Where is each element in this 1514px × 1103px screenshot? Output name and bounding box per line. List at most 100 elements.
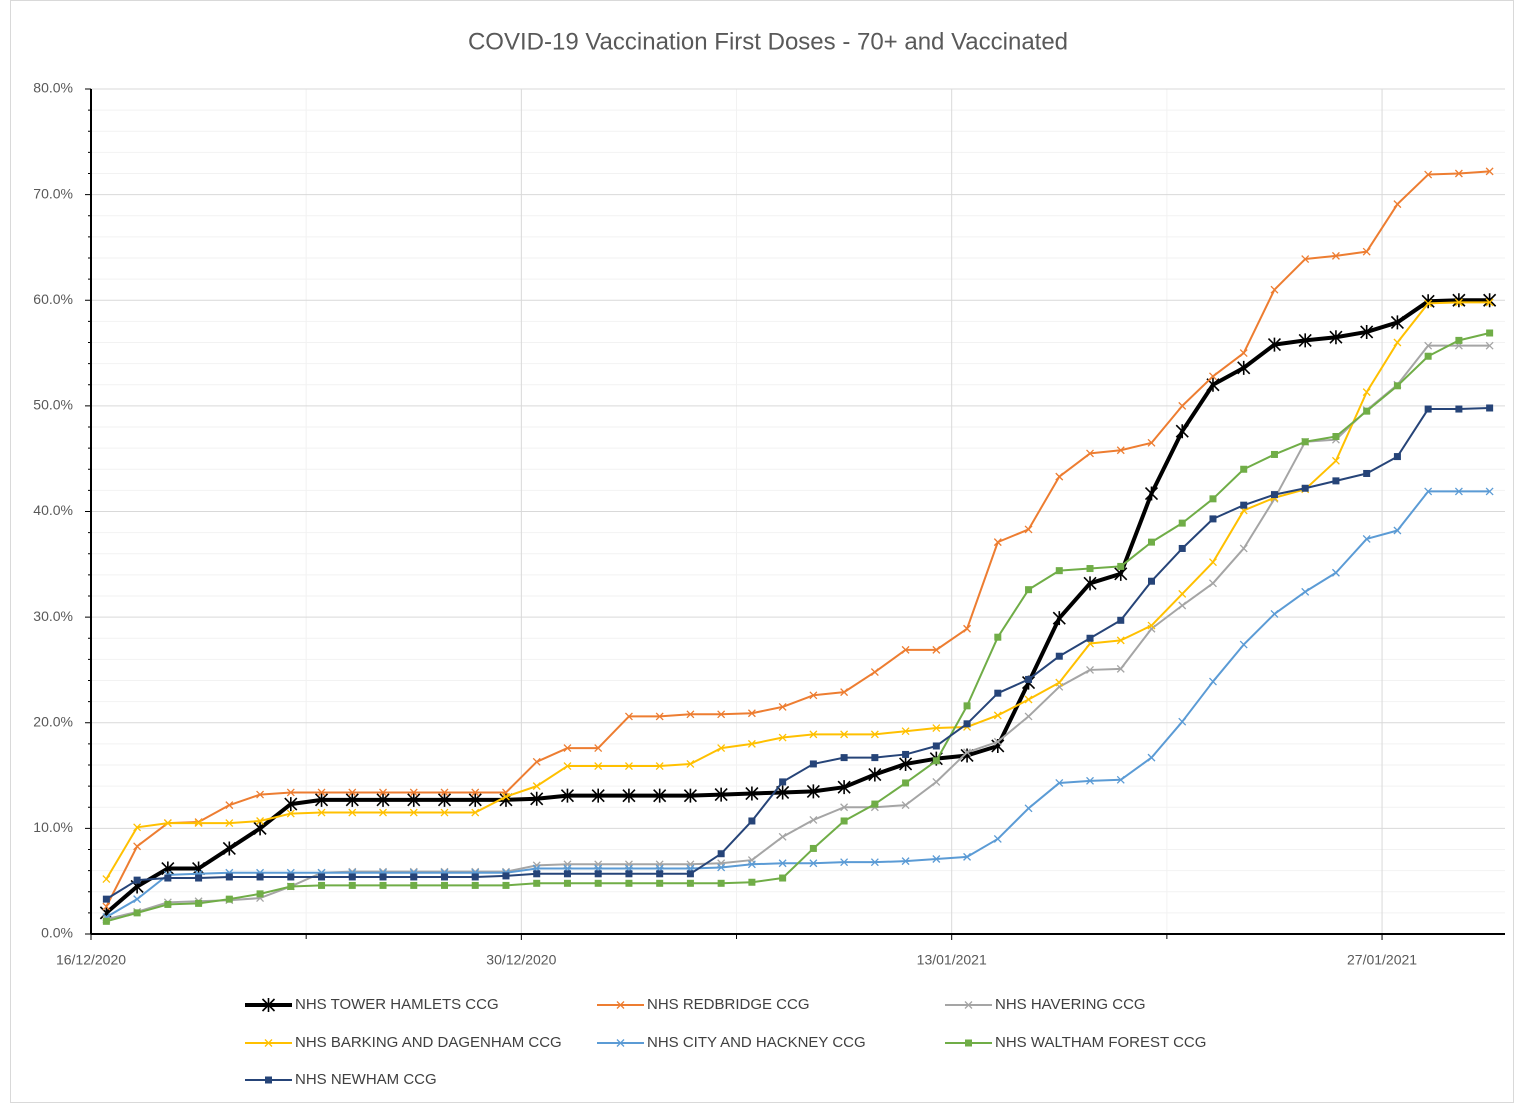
- marker: [1270, 450, 1278, 458]
- marker: [686, 759, 695, 768]
- marker: [591, 788, 605, 803]
- marker: [1055, 472, 1064, 481]
- marker: [1116, 636, 1125, 645]
- marker: [655, 712, 664, 721]
- series: [102, 167, 1494, 911]
- marker: [1086, 634, 1094, 642]
- marker: [686, 710, 695, 719]
- marker: [717, 879, 725, 887]
- marker: [779, 874, 787, 882]
- marker: [1393, 200, 1402, 209]
- y-tick-label: 50.0%: [33, 397, 73, 413]
- marker: [1393, 338, 1402, 347]
- marker: [994, 633, 1002, 641]
- marker: [1332, 477, 1340, 485]
- marker: [471, 808, 480, 817]
- marker: [1454, 298, 1463, 307]
- marker: [1301, 438, 1309, 446]
- marker: [286, 788, 295, 797]
- marker: [102, 875, 111, 884]
- marker: [1331, 251, 1340, 260]
- marker: [656, 879, 664, 887]
- marker: [1331, 456, 1340, 465]
- legend-label: NHS HAVERING CCG: [995, 996, 1146, 1013]
- marker: [1485, 487, 1494, 496]
- marker: [133, 823, 142, 832]
- marker: [653, 788, 667, 803]
- marker: [261, 998, 276, 1012]
- marker: [225, 819, 234, 828]
- marker: [806, 784, 820, 799]
- marker: [1360, 324, 1374, 339]
- marker: [594, 762, 603, 771]
- marker: [809, 691, 818, 700]
- marker: [533, 879, 541, 887]
- marker: [563, 879, 571, 887]
- marker: [993, 737, 1002, 746]
- marker: [379, 881, 387, 889]
- marker: [1148, 577, 1155, 585]
- marker: [286, 809, 295, 818]
- marker: [1209, 677, 1217, 686]
- marker: [194, 819, 203, 828]
- marker: [284, 797, 298, 812]
- marker: [1144, 486, 1159, 501]
- marker: [809, 859, 818, 868]
- y-tick-label: 10.0%: [33, 819, 73, 835]
- marker: [686, 870, 694, 878]
- marker: [870, 730, 879, 739]
- marker: [1486, 329, 1494, 337]
- marker: [932, 724, 941, 732]
- y-tick-label: 0.0%: [41, 925, 73, 941]
- marker: [1178, 717, 1187, 726]
- y-tick-label: 70.0%: [33, 185, 73, 201]
- marker: [625, 879, 633, 887]
- marker: [379, 788, 387, 797]
- marker: [1267, 337, 1282, 352]
- marker: [902, 779, 910, 787]
- marker: [1237, 360, 1251, 375]
- marker: [1363, 407, 1371, 415]
- marker: [225, 873, 233, 881]
- marker: [1147, 753, 1156, 762]
- marker: [932, 645, 941, 654]
- marker: [594, 879, 602, 887]
- marker: [256, 890, 264, 898]
- marker: [932, 742, 940, 750]
- marker: [717, 710, 726, 719]
- marker: [1052, 611, 1066, 626]
- marker: [1452, 293, 1466, 308]
- marker: [1086, 776, 1094, 785]
- marker: [1270, 285, 1279, 294]
- marker: [965, 1039, 972, 1047]
- marker: [717, 744, 726, 753]
- marker: [471, 788, 480, 797]
- marker: [222, 841, 236, 856]
- marker: [1055, 778, 1064, 787]
- marker: [317, 808, 326, 817]
- marker: [1424, 352, 1432, 360]
- marker: [747, 860, 756, 869]
- marker: [1424, 341, 1433, 350]
- marker: [1485, 167, 1494, 176]
- marker: [1270, 491, 1278, 499]
- marker: [994, 689, 1002, 697]
- series-line: [105, 406, 1490, 900]
- marker: [840, 817, 848, 825]
- marker: [1424, 405, 1432, 413]
- marker: [778, 733, 787, 742]
- marker: [1209, 579, 1217, 588]
- marker: [1301, 587, 1310, 596]
- marker: [747, 739, 756, 748]
- series-line: [105, 298, 1490, 915]
- legend-label: NHS REDBRIDGE CCG: [647, 996, 810, 1013]
- marker: [901, 727, 910, 736]
- marker: [868, 767, 882, 782]
- marker: [1390, 315, 1404, 330]
- marker: [1148, 538, 1155, 546]
- y-tick-label: 20.0%: [33, 713, 73, 729]
- y-tick-label: 60.0%: [33, 291, 73, 307]
- marker: [195, 899, 203, 907]
- marker: [133, 876, 141, 884]
